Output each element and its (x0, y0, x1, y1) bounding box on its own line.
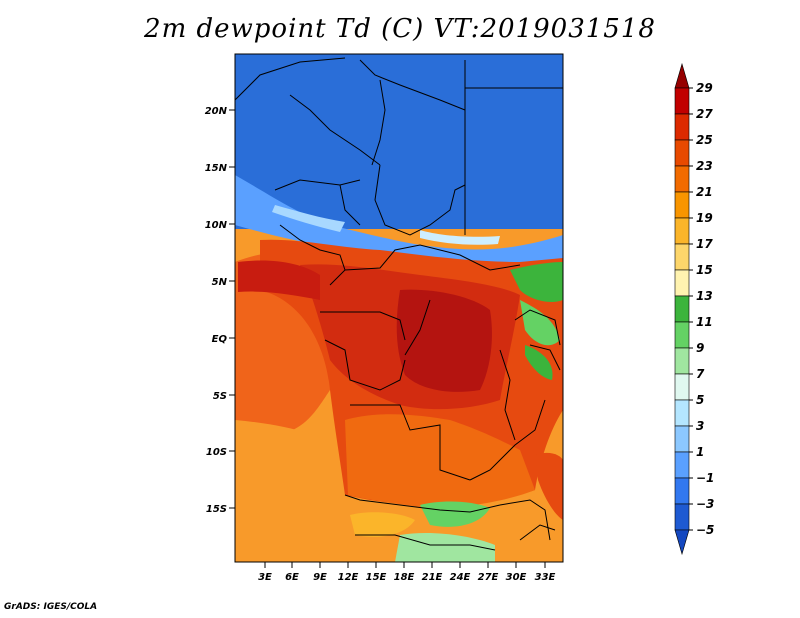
lat-label: 5N (212, 277, 228, 288)
lon-label: 3E (258, 572, 272, 583)
lon-label: 33E (535, 572, 556, 583)
colorbar-label: −1 (696, 471, 714, 485)
lon-label: 6E (285, 572, 299, 583)
lat-label: 20N (205, 106, 228, 117)
colorbar-swatch (674, 529, 690, 556)
colorbar-swatch (674, 87, 690, 115)
colorbar-label: 17 (696, 237, 713, 251)
credit-label: GrADS: IGES/COLA (4, 602, 98, 612)
lon-label: 24E (450, 572, 471, 583)
colorbar-swatch (674, 217, 690, 245)
colorbar-swatch (674, 399, 690, 427)
colorbar-label: 23 (696, 159, 713, 173)
colorbar-swatch (674, 477, 690, 505)
dewpoint-field (235, 54, 563, 562)
lon-label: 12E (338, 572, 359, 583)
colorbar-label: 7 (696, 367, 705, 381)
lat-label: 15N (205, 163, 228, 174)
longitude-axis: 3E 6E 9E 12E 15E 18E 21E 24E 27E 30E 33E (258, 562, 556, 583)
colorbar-swatch (674, 295, 690, 323)
colorbar-label: 3 (696, 419, 704, 433)
colorbar-label: −5 (696, 523, 714, 537)
colorbar-swatch (674, 62, 690, 89)
colorbar-label: 15 (696, 263, 713, 277)
colorbar-swatch (674, 451, 690, 479)
colorbar-label: −3 (696, 497, 714, 511)
colorbar-swatch (674, 321, 690, 349)
colorbar-swatch (674, 139, 690, 167)
colorbar-swatch (674, 347, 690, 375)
lon-label: 30E (506, 572, 527, 583)
colorbar-label: 19 (696, 211, 713, 225)
lat-label: EQ (212, 334, 228, 345)
colorbar-label: 27 (696, 107, 713, 121)
lat-label: 10N (205, 220, 228, 231)
colorbar-label: 1 (696, 445, 704, 459)
country-borders (235, 57, 563, 551)
colorbar-label: 9 (696, 341, 704, 355)
lon-label: 15E (366, 572, 387, 583)
map-title: 2m dewpoint Td (C) VT:2019031518 (144, 14, 656, 44)
colorbar-swatch (674, 503, 690, 531)
colorbar-swatch (674, 113, 690, 141)
colorbar-label: 5 (696, 393, 704, 407)
colorbar-swatch (674, 191, 690, 219)
colorbar-swatch (674, 425, 690, 453)
lat-label: 15S (206, 504, 227, 515)
colorbar-label: 11 (696, 315, 713, 329)
colorbar-swatch (674, 243, 690, 271)
colorbar-label: 29 (696, 81, 713, 95)
lon-label: 21E (422, 572, 443, 583)
lon-label: 18E (394, 572, 415, 583)
lat-label: 10S (206, 447, 227, 458)
map-frame (234, 53, 564, 563)
lat-label: 5S (213, 391, 227, 402)
colorbar-label: 21 (696, 185, 713, 199)
latitude-axis: 20N 15N 10N 5N EQ 5S 10S 15S (205, 106, 235, 515)
colorbar: 29 27 25 23 21 19 17 15 13 11 9 7 5 3 1 −1 −3 −5 (674, 62, 714, 556)
colorbar-label: 13 (696, 289, 713, 303)
colorbar-swatch (674, 269, 690, 297)
lon-label: 27E (478, 572, 499, 583)
colorbar-label: 25 (696, 133, 713, 147)
lon-label: 9E (313, 572, 327, 583)
colorbar-swatch (674, 165, 690, 193)
colorbar-swatch (674, 373, 690, 401)
